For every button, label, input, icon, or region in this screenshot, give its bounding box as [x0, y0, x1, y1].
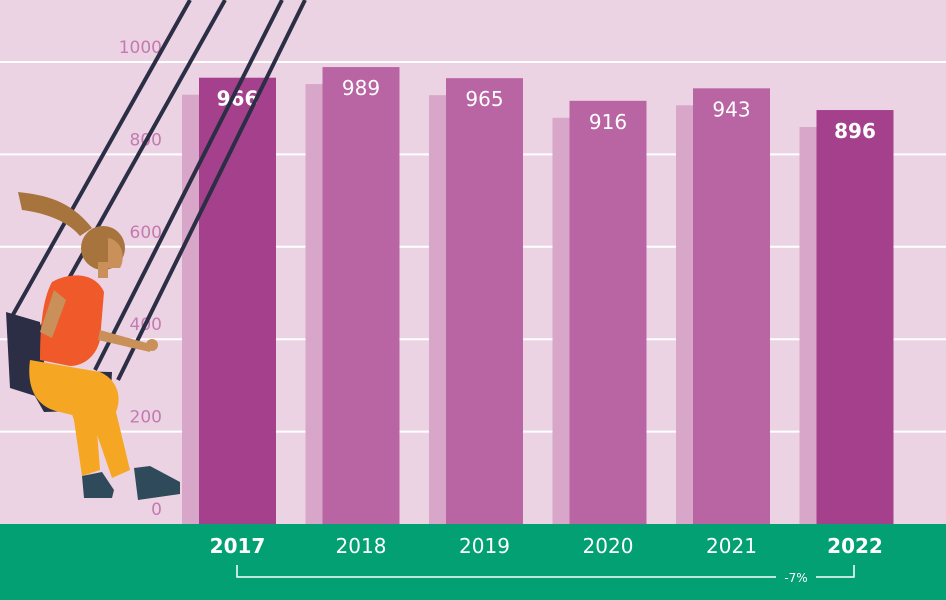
bar-value-label: 896: [834, 119, 876, 143]
pants: [29, 360, 131, 478]
x-tick-label: 2019: [459, 534, 510, 558]
shoe: [82, 472, 114, 498]
bar: [322, 67, 400, 524]
swing-rope: [116, 0, 307, 381]
y-tick-label: 600: [130, 223, 162, 243]
bar: [446, 78, 523, 525]
shoe: [134, 466, 180, 500]
pants: [60, 380, 109, 476]
bar-value-label: 989: [342, 76, 380, 100]
x-tick-label: 2017: [210, 534, 266, 558]
hair-ponytail: [18, 192, 92, 236]
change-bracket: -7%: [236, 565, 855, 585]
change-label: -7%: [784, 571, 807, 585]
y-tick-label: 0: [151, 500, 162, 520]
swing-rope: [38, 0, 227, 331]
y-tick-label: 200: [130, 408, 162, 428]
neck: [98, 262, 108, 278]
bracket-line: [236, 565, 855, 578]
bar: [693, 88, 770, 525]
hand: [146, 339, 158, 351]
swing-rope: [8, 0, 192, 321]
x-axis-labels: 2017 2018 2019 2020 2021 2022: [210, 534, 883, 558]
x-tick-label: 2021: [706, 534, 757, 558]
bar-value-label: 965: [465, 87, 503, 111]
arm: [98, 330, 150, 352]
bar-value-label: 943: [712, 97, 750, 121]
bar: [569, 100, 647, 525]
face: [108, 238, 123, 268]
x-tick-label: 2020: [583, 534, 634, 558]
y-tick-label: 1000: [119, 38, 162, 58]
footer-band: [0, 524, 946, 600]
x-tick-label: 2018: [336, 534, 387, 558]
bar: [199, 77, 276, 524]
bar-value-label: 916: [589, 110, 627, 134]
arm: [40, 290, 66, 338]
x-tick-label: 2022: [827, 534, 883, 558]
swing-rope: [93, 0, 284, 371]
bar: [816, 110, 894, 524]
girl-on-swing-illustration: [6, 0, 307, 500]
